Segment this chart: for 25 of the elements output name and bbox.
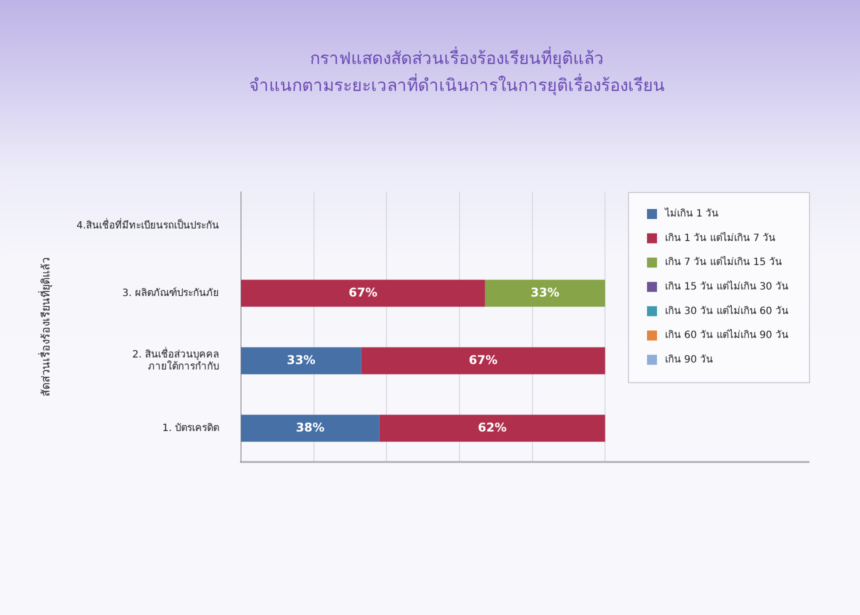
legend-label: เกิน 7 วัน แต่ไม่เกิน 15 วัน bbox=[665, 256, 782, 268]
y-tick-label: 3. ผลิตภัณฑ์ประกันภัย bbox=[122, 286, 219, 299]
legend-label: เกิน 15 วัน แต่ไม่เกิน 30 วัน bbox=[665, 280, 788, 292]
bar bbox=[379, 414, 606, 442]
y-tick-label: 4.สินเชื่อที่มีทะเบียนรถเป็นประกัน bbox=[76, 217, 219, 232]
data-label: 38% bbox=[296, 420, 325, 434]
data-label: 33% bbox=[286, 352, 316, 367]
data-label: 33% bbox=[530, 285, 560, 300]
y-tick-label: 1. บัตรเครดิต bbox=[162, 422, 219, 434]
y-tick-label: 2. สินเชื่อส่วนบุคคล ภายใต้การกำกับ bbox=[132, 346, 219, 372]
data-label: 67% bbox=[348, 285, 378, 300]
bar bbox=[361, 347, 606, 374]
legend-label: เกิน 90 วัน bbox=[665, 354, 714, 366]
legend-label: เกิน 1 วัน แต่ไม่เกิน 7 วัน bbox=[665, 232, 776, 244]
chart-title: กราฟแสดงสัดส่วนเรื่องร้องเรียนที่ยุติแล้ว จำแนกตามระยะเวลาที่ดำเนินการในการยุติเรื่องร้องเรียน bbox=[249, 46, 665, 98]
bar bbox=[241, 347, 362, 374]
y-axis-title: สัดส่วนเรื่องร้องเรียนที่ยุติแล้ว bbox=[37, 258, 52, 396]
bar bbox=[241, 414, 380, 442]
data-label: 67% bbox=[468, 352, 498, 367]
legend-label: ไม่เกิน 1 วัน bbox=[664, 208, 719, 220]
data-label: 62% bbox=[478, 420, 507, 434]
bar bbox=[241, 280, 485, 307]
bar bbox=[484, 280, 606, 307]
legend-label: เกิน 60 วัน แต่ไม่เกิน 90 วัน bbox=[665, 329, 788, 342]
legend-label: เกิน 30 วัน แต่ไม่เกิน 60 วัน bbox=[665, 304, 788, 317]
